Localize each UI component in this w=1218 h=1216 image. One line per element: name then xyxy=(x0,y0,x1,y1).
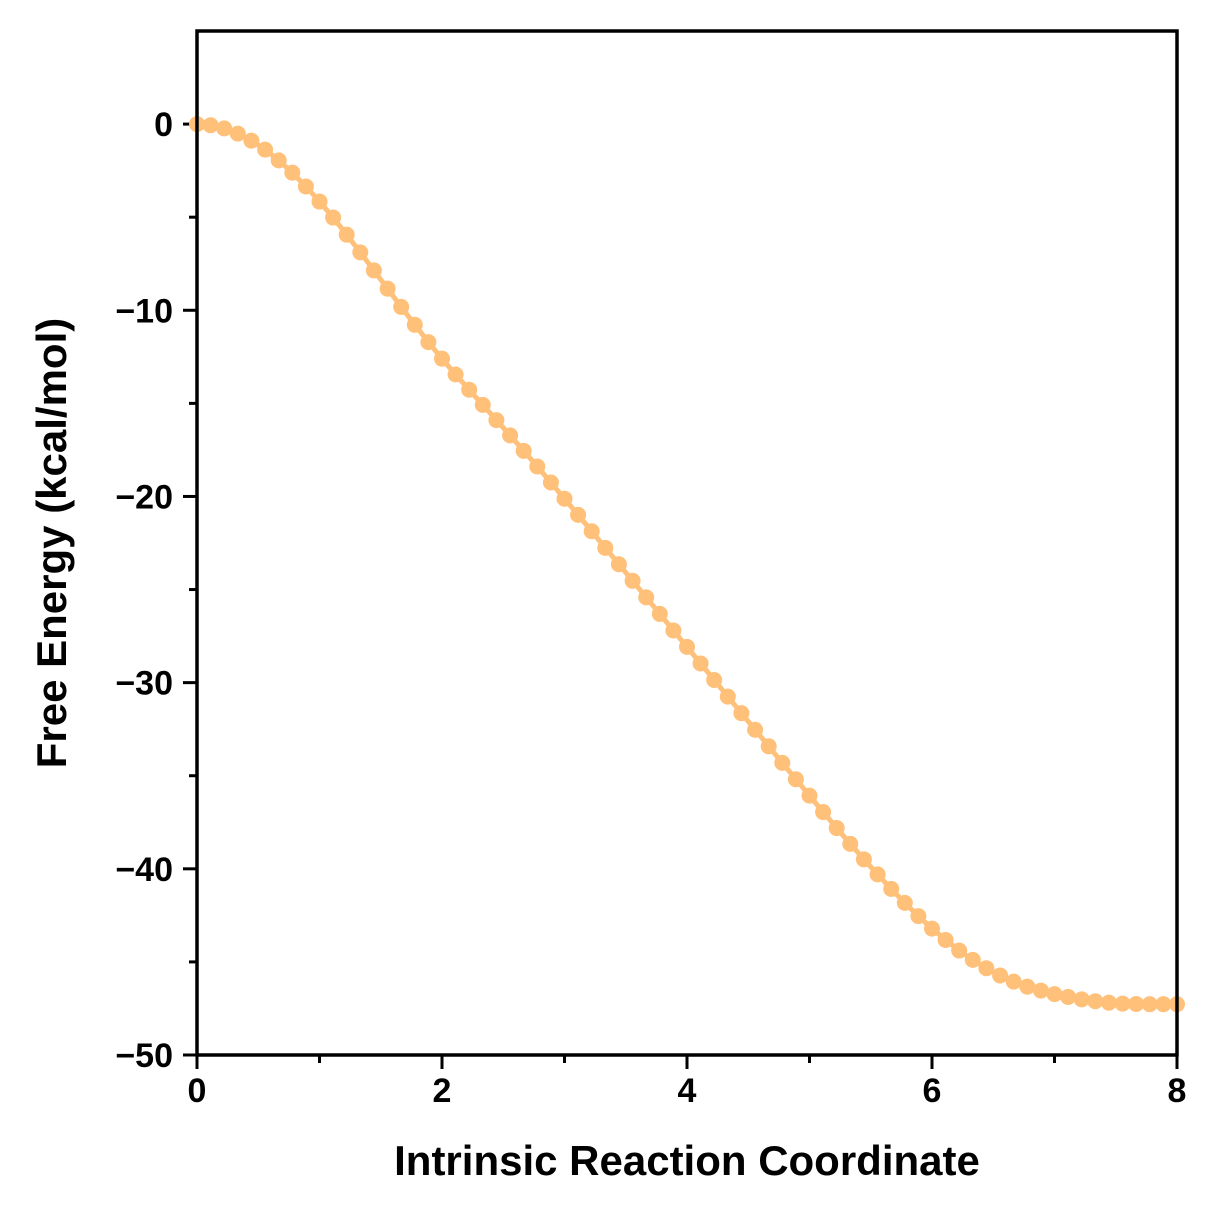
data-point xyxy=(338,226,355,243)
x-tick-label: 0 xyxy=(188,1072,207,1110)
data-point xyxy=(1060,988,1077,1005)
data-point xyxy=(978,960,995,977)
data-point xyxy=(896,894,913,911)
data-point xyxy=(883,880,900,897)
data-point xyxy=(692,655,709,672)
data-point xyxy=(570,506,587,523)
data-point xyxy=(1114,995,1131,1012)
data-point xyxy=(270,152,287,169)
y-tick-label: −20 xyxy=(115,478,173,516)
data-point xyxy=(910,908,927,925)
data-point xyxy=(706,672,723,689)
data-point xyxy=(488,412,505,429)
data-point xyxy=(284,164,301,181)
y-tick-label: −40 xyxy=(115,851,173,889)
data-point xyxy=(229,125,246,142)
data-point xyxy=(447,366,464,383)
data-point xyxy=(461,381,478,398)
data-point xyxy=(243,132,260,149)
data-point xyxy=(311,193,328,210)
data-point xyxy=(719,688,736,705)
data-point xyxy=(964,951,981,968)
data-point xyxy=(1046,986,1063,1003)
data-point xyxy=(869,866,886,883)
data-point xyxy=(583,523,600,540)
data-point xyxy=(1128,995,1145,1012)
data-point xyxy=(365,262,382,279)
data-point xyxy=(1155,996,1172,1013)
data-point xyxy=(1100,994,1117,1011)
data-point xyxy=(787,771,804,788)
data-point xyxy=(815,804,832,821)
data-point xyxy=(556,490,573,507)
data-point xyxy=(434,350,450,367)
data-point xyxy=(1141,996,1158,1013)
data-point xyxy=(1005,973,1022,990)
y-tick-label: −10 xyxy=(115,292,173,330)
data-point xyxy=(393,298,410,315)
data-point xyxy=(1073,991,1090,1008)
series-line xyxy=(194,121,1180,1007)
data-point xyxy=(597,539,614,556)
data-point xyxy=(951,942,968,959)
y-tick-label: −30 xyxy=(115,665,173,703)
data-point xyxy=(665,622,682,639)
y-tick-label: −50 xyxy=(115,1037,173,1075)
data-point xyxy=(379,280,396,297)
x-tick-label: 2 xyxy=(433,1072,452,1110)
data-point xyxy=(502,427,519,444)
data-point xyxy=(325,209,342,226)
data-point xyxy=(420,334,437,351)
data-point xyxy=(638,589,655,606)
data-point xyxy=(1032,982,1049,999)
data-point xyxy=(515,442,532,459)
data-point xyxy=(992,967,1009,984)
data-point xyxy=(760,738,777,755)
plot-frame xyxy=(195,29,1179,1057)
data-point xyxy=(297,178,314,195)
data-point xyxy=(610,556,627,573)
data-point xyxy=(216,120,233,137)
series-layer xyxy=(189,116,1185,1013)
x-tick-label: 8 xyxy=(1168,1072,1187,1110)
data-point xyxy=(352,244,369,261)
x-tick-label: 4 xyxy=(678,1072,697,1110)
data-point xyxy=(801,787,818,804)
data-point xyxy=(842,835,859,852)
ticks-layer: 0 2 4 6 8 0 −10 −20 −30 −40 −50 xyxy=(115,106,1186,1110)
data-point xyxy=(924,920,940,937)
y-axis-label: Free Energy (kcal/mol) xyxy=(28,318,75,769)
data-point xyxy=(679,638,695,655)
data-point xyxy=(937,931,954,948)
y-tick-label: 0 xyxy=(154,106,173,144)
data-point xyxy=(855,851,872,868)
data-point xyxy=(624,572,641,589)
data-point xyxy=(774,754,791,771)
data-point xyxy=(1087,993,1104,1010)
data-point xyxy=(1019,978,1036,995)
data-point xyxy=(406,316,423,333)
data-point xyxy=(529,458,546,475)
data-point xyxy=(257,141,274,158)
data-point xyxy=(828,820,845,837)
x-tick-label: 6 xyxy=(923,1072,942,1110)
data-point xyxy=(651,605,668,622)
data-point xyxy=(747,721,764,738)
x-axis-label: Intrinsic Reaction Coordinate xyxy=(394,1137,980,1184)
data-point xyxy=(474,396,491,413)
data-point xyxy=(202,117,219,134)
data-point xyxy=(733,705,750,722)
data-point xyxy=(542,474,559,491)
